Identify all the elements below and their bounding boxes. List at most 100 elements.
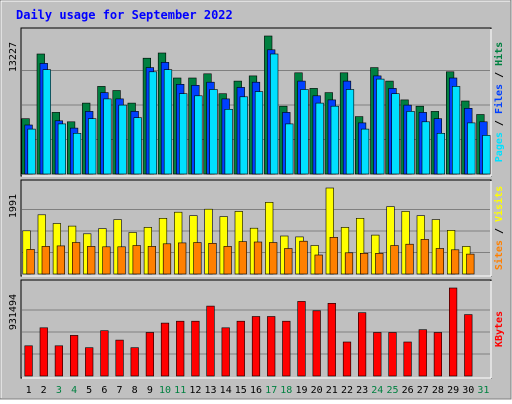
chart-panels: 13227 Pages / Files / Hits 1991 Sites / Vis… xyxy=(8,27,505,379)
bar-sites-day-6 xyxy=(102,246,111,275)
bar-kbytes-day-29 xyxy=(448,287,458,377)
bar-pages-day-4 xyxy=(73,133,82,175)
bar-pages-day-17 xyxy=(270,53,279,175)
day-label-11: 11 xyxy=(174,385,186,396)
day-label-12: 12 xyxy=(189,385,201,396)
legend-kbytes: KBytes xyxy=(494,311,505,347)
bar-kbytes-day-24 xyxy=(373,332,382,377)
bar-kbytes-day-23 xyxy=(357,312,367,377)
bar-pages-day-9 xyxy=(148,71,158,175)
day-label-16: 16 xyxy=(250,385,262,396)
bar-pages-day-23 xyxy=(360,128,370,175)
bar-pages-day-8 xyxy=(133,117,142,175)
day-label-20: 20 xyxy=(311,385,323,396)
bar-sites-day-15 xyxy=(238,241,247,275)
legend-sites: Sites xyxy=(493,240,505,270)
day-label-31: 31 xyxy=(477,385,489,396)
panel-top-legend: Pages / Files / Hits xyxy=(493,42,505,162)
day-label-8: 8 xyxy=(132,385,138,396)
panel-top: 13227 Pages / Files / Hits xyxy=(8,27,505,177)
bar-kbytes-day-16 xyxy=(251,316,261,377)
legend-visits: Visits xyxy=(493,186,505,222)
bar-sites-day-4 xyxy=(72,242,81,275)
bar-pages-day-27 xyxy=(421,121,430,175)
day-label-24: 24 xyxy=(371,385,383,396)
bar-kbytes-day-2 xyxy=(39,327,48,377)
legend-pages: Pages xyxy=(494,132,505,162)
bar-pages-day-14 xyxy=(224,109,233,175)
bar-sites-day-5 xyxy=(87,246,96,275)
bar-kbytes-day-11 xyxy=(176,320,185,377)
panel-middle: 1991 Sites / Visits xyxy=(8,179,505,277)
bar-kbytes-day-25 xyxy=(388,332,397,377)
day-label-21: 21 xyxy=(326,385,338,396)
day-label-1: 1 xyxy=(26,385,32,396)
bar-kbytes-day-15 xyxy=(236,320,245,377)
bar-kbytes-day-30 xyxy=(464,314,473,377)
day-label-15: 15 xyxy=(235,385,247,396)
bar-sites-day-21 xyxy=(329,237,338,275)
bar-kbytes-day-7 xyxy=(115,339,124,377)
bar-kbytes-day-26 xyxy=(403,341,412,377)
bar-sites-day-1 xyxy=(26,249,35,275)
legend-separator: / xyxy=(494,114,505,132)
bar-pages-day-19 xyxy=(300,89,309,175)
bar-kbytes-day-10 xyxy=(160,322,170,377)
bar-sites-day-29 xyxy=(450,249,460,275)
day-label-27: 27 xyxy=(417,385,429,396)
day-label-28: 28 xyxy=(432,385,444,396)
bar-kbytes-day-8 xyxy=(130,347,139,377)
bar-pages-day-24 xyxy=(376,78,385,175)
bar-sites-day-8 xyxy=(132,245,141,275)
bar-kbytes-day-13 xyxy=(206,305,215,377)
bar-pages-day-3 xyxy=(57,123,66,175)
bar-pages-day-28 xyxy=(436,133,446,175)
bar-sites-day-18 xyxy=(284,248,293,275)
bar-pages-day-22 xyxy=(345,89,355,175)
panel-bottom-legend: KBytes xyxy=(494,311,505,347)
day-label-10: 10 xyxy=(159,385,171,396)
bar-kbytes-day-9 xyxy=(145,332,155,377)
bar-kbytes-day-12 xyxy=(191,320,200,377)
bar-kbytes-day-14 xyxy=(221,327,230,377)
panel-middle-ymax-label: 1991 xyxy=(8,194,19,218)
bar-pages-day-18 xyxy=(285,123,294,175)
bar-pages-day-20 xyxy=(315,102,324,175)
day-label-2: 2 xyxy=(41,385,47,396)
bar-pages-day-1 xyxy=(27,128,36,175)
bar-kbytes-day-21 xyxy=(327,302,336,377)
bar-sites-day-10 xyxy=(162,243,172,275)
day-label-18: 18 xyxy=(280,385,292,396)
panel-bottom-ymax-label: 931494 xyxy=(8,294,19,330)
day-label-30: 30 xyxy=(462,385,474,396)
legend-hits: Hits xyxy=(493,42,505,66)
bar-pages-day-6 xyxy=(103,98,112,175)
bar-sites-day-7 xyxy=(117,246,126,275)
bar-pages-day-11 xyxy=(179,93,188,175)
bar-kbytes-day-5 xyxy=(85,347,94,377)
bar-kbytes-day-27 xyxy=(418,329,427,377)
bar-pages-day-10 xyxy=(163,69,173,175)
day-label-22: 22 xyxy=(341,385,353,396)
bar-sites-day-25 xyxy=(390,245,399,275)
day-label-14: 14 xyxy=(220,385,232,396)
bar-sites-day-3 xyxy=(56,245,65,275)
day-label-7: 7 xyxy=(116,385,122,396)
bar-kbytes-day-28 xyxy=(433,332,443,377)
bar-kbytes-day-1 xyxy=(24,345,33,377)
day-label-25: 25 xyxy=(386,385,398,396)
bar-sites-day-26 xyxy=(405,243,414,275)
bar-pages-day-15 xyxy=(239,96,248,175)
day-label-3: 3 xyxy=(56,385,62,396)
bar-pages-day-25 xyxy=(391,93,400,175)
day-label-26: 26 xyxy=(402,385,414,396)
bar-pages-day-21 xyxy=(330,105,339,175)
bar-sites-day-9 xyxy=(147,246,157,275)
bar-kbytes-day-3 xyxy=(54,345,63,377)
bar-pages-day-7 xyxy=(118,104,127,175)
bar-sites-day-30 xyxy=(466,253,475,275)
day-labels: 1 2 3 4 5 6 7 8 9 10 11 12 13 14 15 16 17 18 19 20 21 22 23 24 2… xyxy=(26,385,490,396)
bar-kbytes-day-18 xyxy=(282,320,291,377)
